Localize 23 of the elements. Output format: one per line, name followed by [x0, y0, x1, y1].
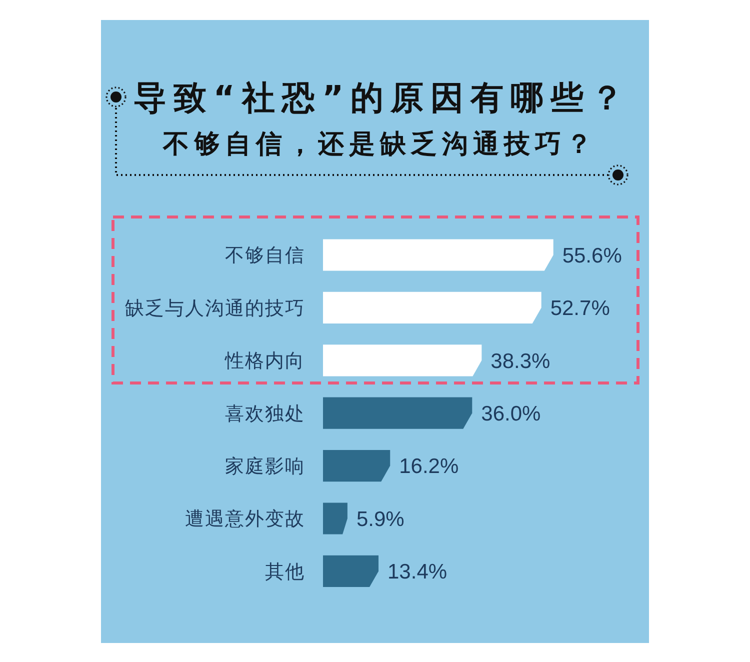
chart-subtitle: 不够自信，还是缺乏沟通技巧？	[162, 129, 597, 160]
bar	[323, 502, 348, 534]
bar	[323, 239, 554, 271]
bar	[323, 555, 379, 588]
bar	[323, 397, 472, 429]
y-tick-label: 不够自信	[225, 244, 305, 267]
data-label: 13.4%	[388, 560, 448, 584]
data-label: 16.2%	[399, 455, 459, 478]
data-label: 5.9%	[356, 508, 404, 531]
y-tick-label: 喜欢独处	[225, 402, 305, 425]
data-label: 38.3%	[490, 350, 550, 373]
data-label: 36.0%	[481, 402, 541, 426]
y-tick-label: 缺乏与人沟通的技巧	[125, 297, 305, 320]
data-label: 52.7%	[550, 297, 610, 320]
bar	[323, 450, 390, 482]
y-tick-label: 其他	[265, 560, 305, 583]
bar	[323, 344, 482, 376]
y-tick-label: 家庭影响	[225, 455, 305, 478]
chart-title: 导致“社恐”的原因有哪些？	[133, 78, 631, 117]
bar	[323, 292, 542, 324]
y-tick-label: 遭遇意外变故	[185, 508, 305, 530]
y-tick-label: 性格内向	[224, 350, 305, 372]
data-label: 55.6%	[562, 244, 622, 268]
